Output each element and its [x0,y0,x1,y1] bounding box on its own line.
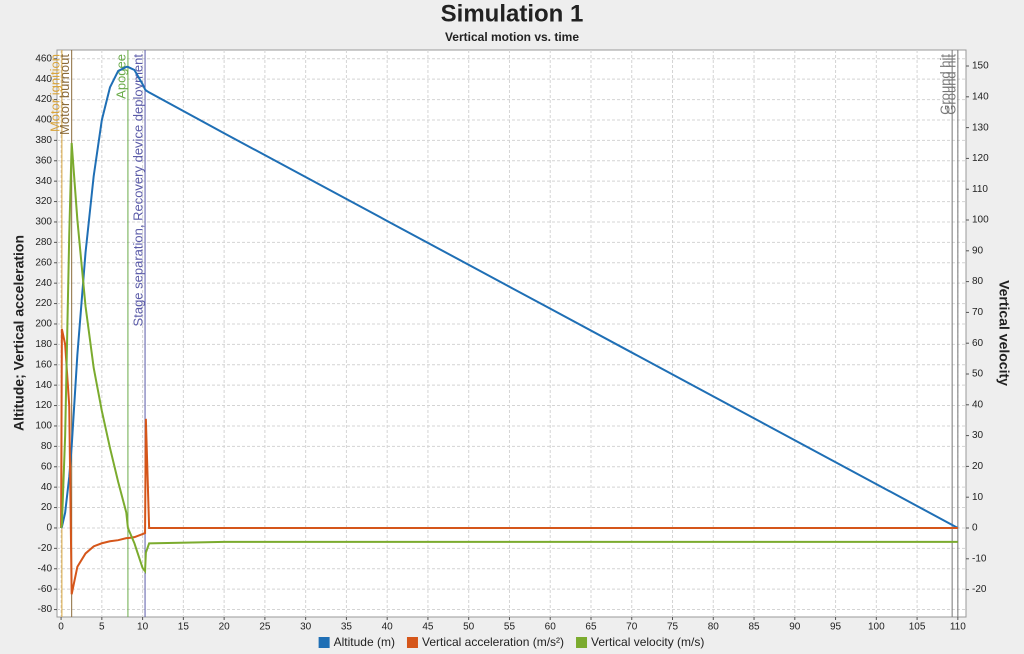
x-tick-label: 70 [626,622,638,633]
x-tick-label: 50 [463,622,475,633]
legend-label: Vertical velocity (m/s) [591,635,704,649]
y-tick-label: 280 [35,237,52,248]
y2-tick-label: 10 [972,492,984,503]
y-axis-title: Altitude; Vertical acceleration [11,235,27,431]
x-tick-label: 40 [382,622,394,633]
x-tick-label: 80 [708,622,720,633]
y-tick-label: 440 [35,74,52,85]
y-tick-label: 0 [46,523,52,534]
y2-tick-label: 0 [972,523,978,534]
event-label: Stage separation, Recovery device deploy… [130,54,145,327]
series-line [60,328,958,595]
y2-tick-label: 120 [972,153,989,164]
y-tick-label: 460 [35,53,52,64]
y-tick-label: -80 [38,604,53,615]
x-tick-label: 85 [748,622,760,633]
x-tick-label: 110 [950,622,966,633]
y-tick-label: 40 [41,482,53,493]
y2-tick-label: 140 [972,91,989,102]
y-tick-label: 360 [35,155,52,166]
y-tick-label: 160 [35,359,52,370]
x-tick-label: 0 [58,622,64,633]
legend-swatch [576,637,588,648]
y-tick-label: 340 [35,176,52,187]
y2-tick-label: 90 [972,245,984,256]
event-label: Motor ignition [47,54,62,132]
x-tick-label: 20 [219,622,231,633]
y2-tick-label: 150 [972,61,989,72]
legend-label: Vertical acceleration (m/s²) [422,635,564,649]
y2-tick-label: 20 [972,461,984,472]
x-tick-label: 15 [178,622,190,633]
y2-tick-label: -10 [972,553,987,564]
legend: Altitude (m) Vertical acceleration (m/s²)… [318,635,704,649]
y-tick-label: 120 [35,400,52,411]
y-tick-label: 80 [41,441,53,452]
y-tick-label: 260 [35,257,52,268]
legend-swatch [318,637,330,648]
y2-tick-label: 50 [972,369,984,380]
x-tick-label: 90 [789,622,801,633]
x-tick-label: 75 [667,622,679,633]
series-line [60,142,958,574]
x-tick-label: 30 [300,622,312,633]
x-tick-label: 25 [259,622,271,633]
y-tick-label: 140 [35,380,52,391]
y2-tick-label: 110 [972,184,988,195]
y-tick-label: 20 [41,502,53,513]
event-label: Apogee [113,54,128,99]
y-tick-label: -40 [38,563,53,574]
y2-tick-label: 40 [972,399,984,410]
x-tick-label: 35 [341,622,353,633]
y-tick-label: 380 [35,135,52,146]
plot-area [56,49,967,618]
y2-tick-label: 60 [972,338,984,349]
chart-title: Simulation 1 [441,0,584,27]
x-tick-label: 5 [99,622,105,633]
y-tick-label: 220 [35,298,52,309]
x-tick-label: 95 [830,622,842,633]
legend-swatch [406,637,418,648]
y2-tick-label: -20 [972,584,987,595]
x-tick-label: 55 [504,622,516,633]
y-tick-label: 60 [41,461,53,472]
legend-label: Altitude (m) [334,635,395,649]
x-tick-label: 45 [422,622,434,633]
x-tick-label: 105 [909,622,926,633]
event-label: Ground hit [943,54,958,115]
x-tick-label: 65 [585,622,597,633]
y2-tick-label: 30 [972,430,984,441]
chart-subtitle: Vertical motion vs. time [445,30,579,44]
y2-tick-label: 100 [972,215,989,226]
y-tick-label: 200 [35,319,52,330]
y2-tick-label: 130 [972,122,989,133]
y-tick-label: -60 [38,584,53,595]
x-tick-label: 60 [545,622,557,633]
y2-axis-title: Vertical velocity [996,280,1012,386]
y-tick-label: 100 [35,421,52,432]
y-tick-label: 240 [35,278,52,289]
x-tick-label: 10 [137,622,149,633]
series-line [60,65,959,529]
y-tick-label: 400 [35,115,52,126]
y2-tick-label: 80 [972,276,984,287]
y-tick-label: 420 [35,94,52,105]
y-tick-label: 320 [35,196,52,207]
event-label: Ground hit [938,54,953,115]
y-tick-label: -20 [38,543,53,554]
event-label: Motor burnout [57,54,72,135]
y-tick-label: 180 [35,339,52,350]
x-tick-label: 100 [868,622,885,633]
y2-tick-label: 70 [972,307,984,318]
y-tick-label: 300 [35,217,52,228]
